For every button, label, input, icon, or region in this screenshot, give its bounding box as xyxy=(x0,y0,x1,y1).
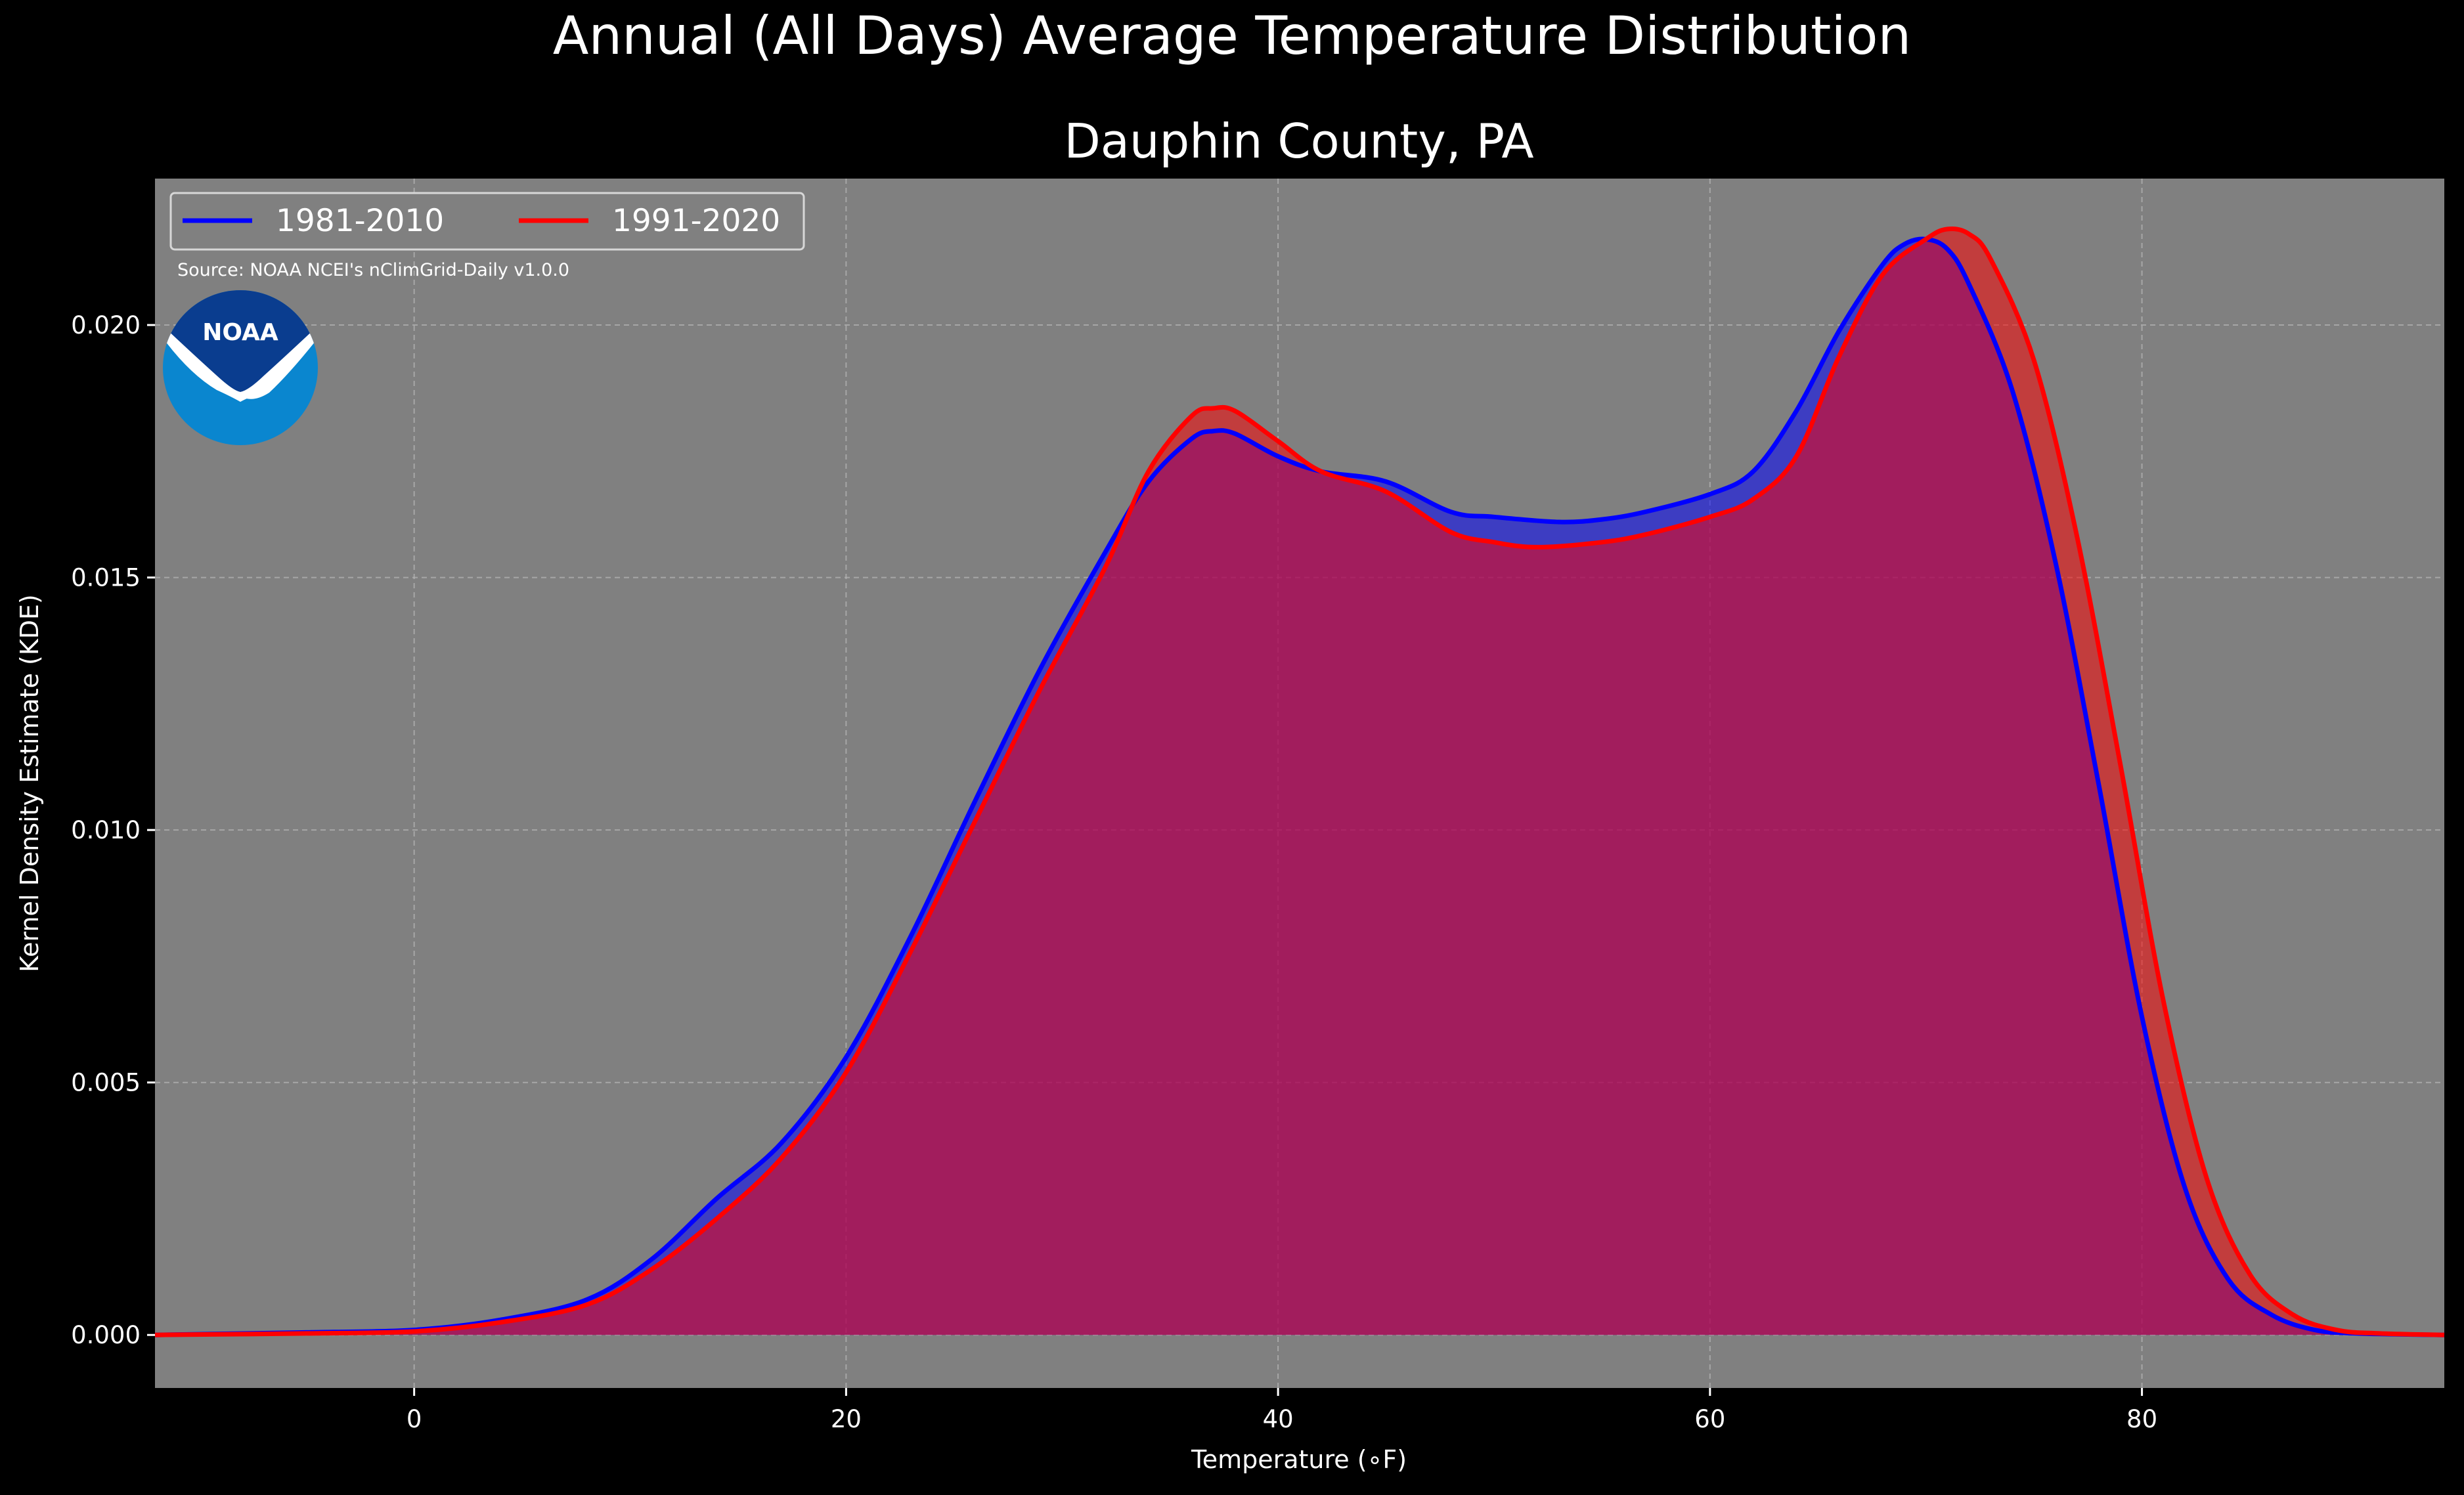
legend-label-1991-2020: 1991-2020 xyxy=(612,203,780,239)
y-tick-label: 0.015 xyxy=(71,564,141,592)
legend: 1981-2010 1991-2020 xyxy=(169,192,805,251)
noaa-logo-text: NOAA xyxy=(202,319,278,346)
x-tick-label: 0 xyxy=(407,1405,422,1433)
y-tick-label: 0.010 xyxy=(71,816,141,844)
legend-box xyxy=(169,192,805,251)
x-tick-label: 20 xyxy=(831,1405,862,1433)
series-fill-1991-2020 xyxy=(155,228,2444,1335)
legend-label-1981-2010: 1981-2010 xyxy=(276,203,444,239)
series-layer xyxy=(154,226,2445,1337)
y-tick-label: 0.020 xyxy=(71,311,141,339)
series-line-1981-2010 xyxy=(154,236,2445,1337)
x-ticks: 0 20 40 60 80 xyxy=(407,1388,2157,1433)
y-tick-label: 0.000 xyxy=(71,1321,141,1349)
x-axis-label: Temperature (∘F) xyxy=(1191,1445,1407,1474)
noaa-logo: NOAA xyxy=(163,290,318,445)
chart-title: Dauphin County, PA xyxy=(1064,114,1533,169)
x-tick-label: 60 xyxy=(1694,1405,1725,1433)
figure-suptitle: Annual (All Days) Average Temperature Di… xyxy=(553,5,1911,66)
axes: 0 20 40 60 80 0.000 0.005 0.010 0.015 0.020 xyxy=(71,311,2157,1433)
noaa-logo-top xyxy=(163,290,318,394)
x-tick-label: 40 xyxy=(1263,1405,1294,1433)
y-axis-label: Kernel Density Estimate (KDE) xyxy=(15,594,44,972)
series-line-1991-2020 xyxy=(154,226,2445,1337)
source-note: Source: NOAA NCEI's nClimGrid-Daily v1.0… xyxy=(177,260,569,280)
y-tick-label: 0.005 xyxy=(71,1069,141,1097)
x-tick-label: 80 xyxy=(2126,1405,2157,1433)
noaa-logo-bird xyxy=(165,328,315,402)
y-ticks: 0.000 0.005 0.010 0.015 0.020 xyxy=(71,311,155,1349)
